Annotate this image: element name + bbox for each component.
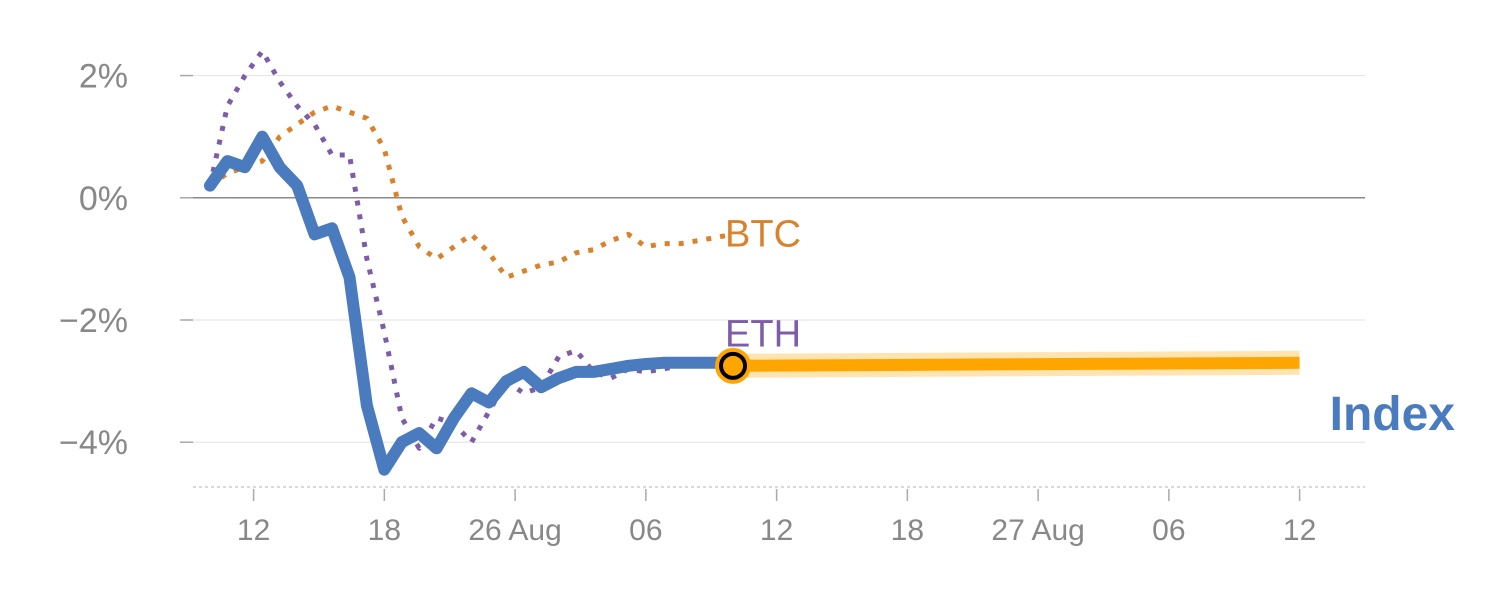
x-tick-label: 06: [629, 514, 662, 547]
x-tick-label: 12: [1283, 514, 1316, 547]
x-tick-label: 26 Aug: [468, 514, 561, 547]
index-line: [204, 130, 739, 476]
x-tick-label: 18: [891, 514, 924, 547]
y-tick-label: −4%: [59, 424, 128, 462]
y-tick-label: 2%: [79, 58, 128, 96]
x-tick-label: 12: [237, 514, 270, 547]
x-axis: 12 18 26 Aug 06 12 18 27 Aug 06 12: [193, 486, 1365, 547]
grid-lines: [180, 74, 1365, 443]
end-marker: [719, 351, 748, 380]
projection-line: [732, 356, 1300, 372]
index-label: Index: [1330, 388, 1456, 441]
x-tick-label: 18: [368, 514, 401, 547]
x-tick-label: 12: [760, 514, 793, 547]
btc-label: BTC: [725, 213, 801, 255]
eth-line: [207, 48, 734, 451]
x-tick-label: 06: [1152, 514, 1185, 547]
btc-line: [208, 103, 734, 280]
y-axis: 2% 0% −2% −4%: [59, 58, 193, 462]
series-labels: BTC ETH Index: [725, 213, 1455, 441]
y-tick-label: 0%: [79, 180, 128, 218]
x-tick-label: 27 Aug: [991, 514, 1084, 547]
eth-label: ETH: [725, 314, 801, 356]
y-tick-label: −2%: [59, 302, 128, 340]
series-lines: [204, 48, 1300, 476]
